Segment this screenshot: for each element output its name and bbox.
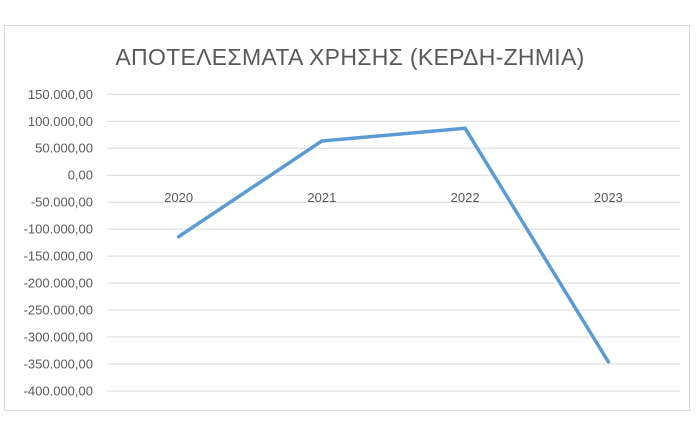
- y-tick-label: 150.000,00: [28, 87, 93, 102]
- y-tick-label: -100.000,00: [24, 222, 93, 237]
- x-category-label: 2020: [164, 190, 193, 205]
- x-category-label: 2021: [307, 190, 336, 205]
- y-tick-label: -300.000,00: [24, 330, 93, 345]
- chart-title: ΑΠΟΤΕΛΕΣΜΑΤΑ ΧΡΗΣΗΣ (ΚΕΡΔΗ-ΖΗΜΙΑ): [115, 44, 585, 70]
- y-tick-label: -350.000,00: [24, 357, 93, 372]
- y-tick-label: 0,00: [68, 168, 93, 183]
- y-tick-label: 100.000,00: [28, 114, 93, 129]
- y-tick-label: 50.000,00: [35, 141, 93, 156]
- y-tick-label: -150.000,00: [24, 249, 93, 264]
- y-tick-label: -250.000,00: [24, 303, 93, 318]
- y-tick-label: -200.000,00: [24, 276, 93, 291]
- x-category-label: 2023: [594, 190, 623, 205]
- x-category-label: 2022: [451, 190, 480, 205]
- chart-frame: [4, 25, 690, 411]
- series-line: [176, 126, 611, 364]
- y-tick-label: -400.000,00: [24, 384, 93, 399]
- y-tick-label: -50.000,00: [31, 195, 93, 210]
